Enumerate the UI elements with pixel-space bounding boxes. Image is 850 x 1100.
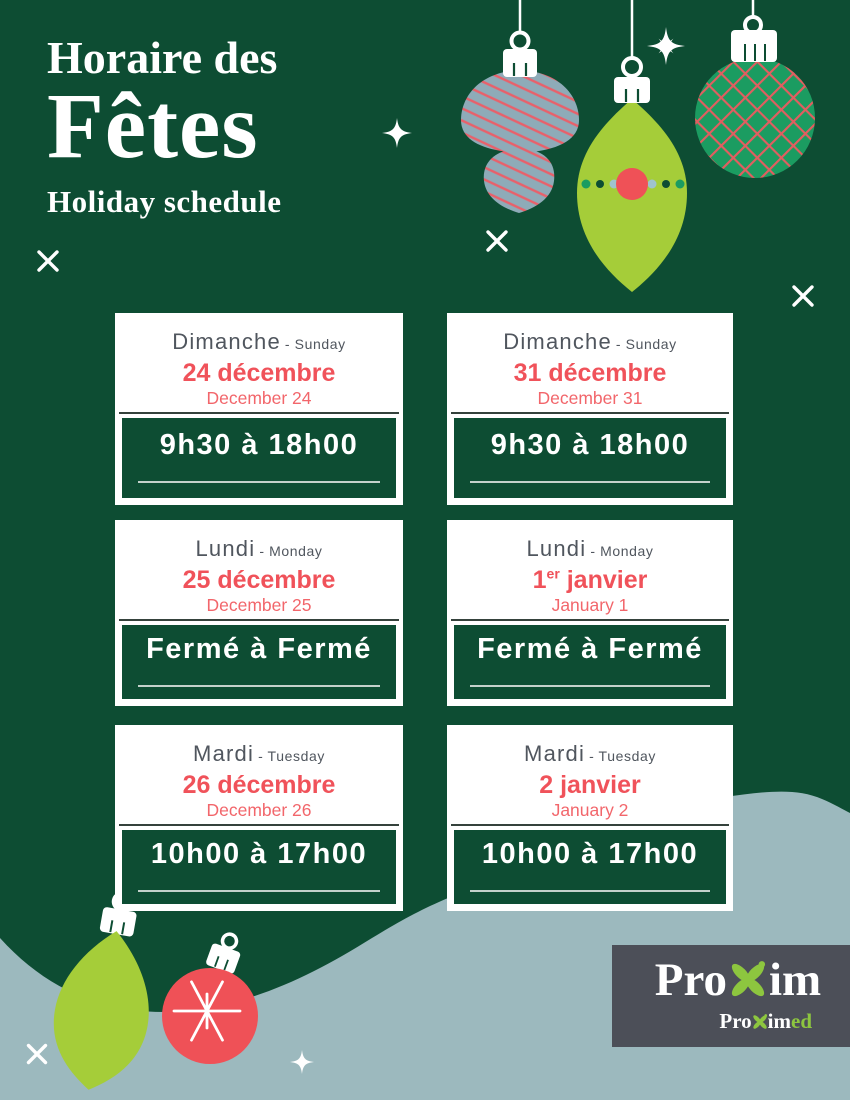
- card-divider: [451, 824, 729, 826]
- date-fr: 2 janvier: [539, 771, 641, 799]
- hours-text: Fermé à Fermé: [477, 633, 703, 665]
- card-header: Lundi - Monday 1er janvier January 1: [454, 526, 726, 619]
- starburst-icon: [172, 980, 242, 1042]
- date-fr: 1er janvier: [532, 565, 648, 594]
- day-label-fr: Dimanche: [172, 329, 281, 354]
- proxim-x-leaf-icon: [731, 961, 766, 997]
- day-label-en: - Monday: [590, 543, 654, 559]
- card-divider: [119, 824, 399, 826]
- day-line: Dimanche - Sunday: [454, 329, 726, 355]
- title-en: Holiday schedule: [47, 184, 282, 220]
- schedule-card-jan2: Mardi - Tuesday 2 janvier January 2 10h00…: [447, 725, 733, 911]
- day-label-fr: Mardi: [524, 741, 586, 766]
- striped-finial-ornament-icon: [461, 30, 579, 213]
- lime-drop-ornament-icon: [577, 56, 687, 292]
- proximed-sublogo: Pro im ed: [719, 1009, 812, 1034]
- hours-text: Fermé à Fermé: [146, 633, 372, 665]
- logo-text-post: im: [769, 954, 822, 1006]
- schedule-card-dec25: Lundi - Monday 25 décembre December 25 Fe…: [115, 520, 403, 706]
- hours-underline: [138, 481, 380, 483]
- title-line-fr-2: Fêtes: [47, 74, 259, 178]
- date-fr: 24 décembre: [182, 359, 336, 387]
- hours-box: Fermé à Fermé: [454, 625, 726, 699]
- day-line: Dimanche - Sunday: [122, 329, 396, 355]
- schedule-card-dec24: Dimanche - Sunday 24 décembre December 24…: [115, 313, 403, 505]
- day-label-fr: Dimanche: [503, 329, 612, 354]
- schedule-card-dec26: Mardi - Tuesday 26 décembre December 26 1…: [115, 725, 403, 911]
- card-divider: [119, 619, 399, 621]
- red-ball-ornament-icon: [162, 932, 258, 1064]
- four-point-sparkle-icon: [382, 118, 412, 148]
- proximed-x-leaf-icon: [752, 1013, 767, 1029]
- eight-point-star-icon: [647, 27, 685, 65]
- schedule-card-dec31: Dimanche - Sunday 31 décembre December 31…: [447, 313, 733, 505]
- proxim-logo: Pro im: [612, 945, 850, 1007]
- date-en: January 1: [551, 595, 629, 616]
- sublogo-text-pre: Pro: [719, 1009, 752, 1033]
- schedule-card-jan1: Lundi - Monday 1er janvier January 1 Ferm…: [447, 520, 733, 706]
- day-line: Lundi - Monday: [454, 536, 726, 562]
- day-label-en: - Sunday: [615, 336, 677, 352]
- day-label-en: - Monday: [259, 543, 323, 559]
- day-label-en: - Tuesday: [589, 748, 656, 764]
- date-fr: 26 décembre: [182, 771, 336, 799]
- date-fr: 25 décembre: [182, 566, 336, 594]
- x-sparkle-icon: [26, 1043, 48, 1065]
- date-en: December 25: [206, 595, 312, 616]
- hours-underline: [138, 685, 380, 687]
- hours-box: Fermé à Fermé: [122, 625, 396, 699]
- date-fr: 31 décembre: [513, 359, 667, 387]
- card-header: Dimanche - Sunday 31 décembre December 31: [454, 319, 726, 412]
- hours-box: 9h30 à 18h00: [122, 418, 396, 498]
- x-sparkle-icon: [792, 285, 814, 307]
- card-divider: [119, 412, 399, 414]
- poster-title: Horaire des Fêtes Holiday schedule: [47, 34, 282, 220]
- day-line: Mardi - Tuesday: [454, 741, 726, 767]
- sublogo-text-mid: im: [767, 1009, 791, 1033]
- four-point-sparkle-icon: [290, 1050, 314, 1074]
- date-en: December 24: [206, 388, 312, 409]
- card-header: Lundi - Monday 25 décembre December 25: [122, 526, 396, 619]
- day-line: Lundi - Monday: [122, 536, 396, 562]
- proxim-logo-box: Pro im Pro im ed: [612, 945, 850, 1047]
- x-sparkle-icon: [486, 230, 508, 252]
- hours-underline: [138, 890, 380, 892]
- day-label-fr: Lundi: [526, 536, 587, 561]
- card-header: Mardi - Tuesday 2 janvier January 2: [454, 731, 726, 824]
- hours-box: 9h30 à 18h00: [454, 418, 726, 498]
- date-en: December 26: [206, 800, 312, 821]
- crosshatch-ball-ornament-icon: [695, 15, 815, 178]
- hours-underline: [470, 890, 710, 892]
- day-label-fr: Lundi: [195, 536, 256, 561]
- hours-underline: [470, 685, 710, 687]
- hours-text: 10h00 à 17h00: [150, 838, 368, 870]
- hours-text: 10h00 à 17h00: [481, 838, 699, 870]
- hours-box: 10h00 à 17h00: [454, 830, 726, 904]
- logo-text-pre: Pro: [654, 954, 727, 1006]
- hours-underline: [470, 481, 710, 483]
- date-en: December 31: [537, 388, 643, 409]
- day-label-en: - Sunday: [284, 336, 346, 352]
- day-line: Mardi - Tuesday: [122, 741, 396, 767]
- sublogo-text-ed: ed: [791, 1009, 812, 1033]
- card-divider: [451, 412, 729, 414]
- x-sparkle-icon: [37, 250, 59, 272]
- card-header: Mardi - Tuesday 26 décembre December 26: [122, 731, 396, 824]
- ornament-strings: [518, 0, 755, 59]
- day-label-en: - Tuesday: [258, 748, 325, 764]
- card-header: Dimanche - Sunday 24 décembre December 24: [122, 319, 396, 412]
- title-line-fr-1: Horaire des: [47, 32, 278, 83]
- day-label-fr: Mardi: [193, 741, 255, 766]
- lime-drop-ornament-icon: [53, 891, 149, 1090]
- date-en: January 2: [551, 800, 629, 821]
- card-divider: [451, 619, 729, 621]
- hours-box: 10h00 à 17h00: [122, 830, 396, 904]
- hours-text: 9h30 à 18h00: [490, 429, 690, 461]
- hours-text: 9h30 à 18h00: [159, 429, 359, 461]
